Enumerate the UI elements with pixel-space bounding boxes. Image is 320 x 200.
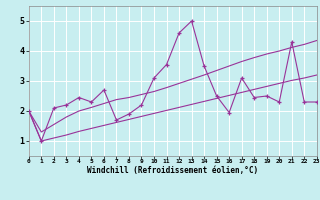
X-axis label: Windchill (Refroidissement éolien,°C): Windchill (Refroidissement éolien,°C) — [87, 166, 258, 175]
